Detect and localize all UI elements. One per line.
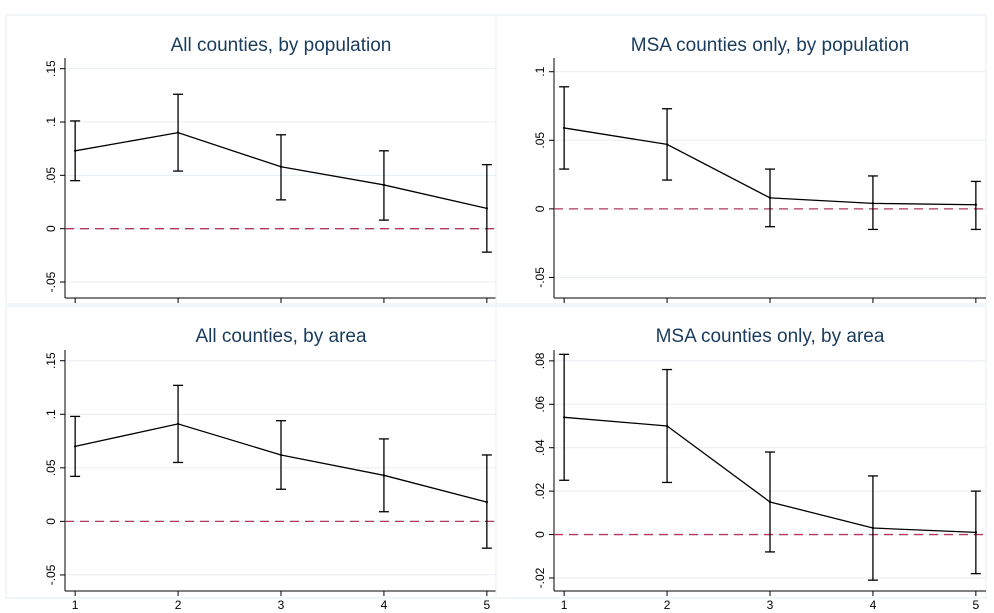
y-tick-label: 0 xyxy=(533,205,547,212)
y-tick-label: .1 xyxy=(533,66,547,76)
y-tick-label: 0 xyxy=(44,518,58,525)
y-tick-label: .1 xyxy=(44,117,58,127)
chart-title: All counties, by area xyxy=(195,326,367,347)
panel-background xyxy=(495,305,987,599)
x-tick-label: 2 xyxy=(175,598,182,612)
data-point xyxy=(768,500,772,504)
y-tick-label: .05 xyxy=(533,132,547,149)
y-tick-label: -.05 xyxy=(44,271,58,292)
data-point xyxy=(176,131,180,134)
chart-title: MSA counties only, by area xyxy=(656,326,885,347)
y-tick-label: .05 xyxy=(44,167,58,184)
data-point xyxy=(871,202,875,205)
data-point xyxy=(279,165,283,168)
data-point xyxy=(485,207,489,210)
chart-panel-4: MSA counties only, by area -.02 0 .02 .04 .06… xyxy=(495,305,987,612)
y-tick-label: .06 xyxy=(533,396,547,413)
data-point xyxy=(768,196,772,200)
x-tick-label: 1 xyxy=(72,598,79,612)
y-tick-label: -.02 xyxy=(533,567,547,588)
data-point xyxy=(562,416,566,419)
y-tick-label: .05 xyxy=(44,459,58,476)
data-point xyxy=(974,203,978,206)
data-point xyxy=(485,500,489,504)
data-point xyxy=(382,183,386,187)
chart-title: MSA counties only, by population xyxy=(631,35,910,56)
x-tick-label: 4 xyxy=(870,598,877,612)
x-tick-label: 3 xyxy=(767,598,774,612)
x-tick-label: 2 xyxy=(664,598,671,612)
data-point xyxy=(665,424,669,428)
data-point xyxy=(871,526,875,530)
panel-background xyxy=(5,305,497,599)
y-tick-label: .1 xyxy=(44,409,58,419)
data-point xyxy=(665,143,669,146)
x-tick-label: 4 xyxy=(381,598,388,612)
x-tick-label: 5 xyxy=(484,598,491,612)
y-tick-label: .02 xyxy=(533,482,547,499)
y-tick-label: 0 xyxy=(533,531,547,538)
data-point xyxy=(382,474,386,477)
chart-panel-1: All counties, by population -.05 0 .05 .1 .15… xyxy=(5,14,497,335)
y-tick-label: -.05 xyxy=(44,564,58,585)
y-tick-label: .08 xyxy=(533,352,547,369)
chart-title: All counties, by population xyxy=(171,35,392,56)
chart-panel-2: MSA counties only, by population -.05 0 .05… xyxy=(495,14,987,335)
y-tick-label: 0 xyxy=(44,225,58,232)
x-tick-label: 3 xyxy=(278,598,285,612)
panel-background xyxy=(495,14,987,305)
panel-background xyxy=(5,14,497,305)
data-point xyxy=(974,531,978,534)
data-point xyxy=(73,149,77,152)
data-point xyxy=(562,126,566,130)
y-tick-label: -.05 xyxy=(533,267,547,288)
y-tick-label: .15 xyxy=(44,60,58,77)
y-tick-label: .04 xyxy=(533,439,547,456)
data-point xyxy=(73,445,77,448)
x-tick-label: 1 xyxy=(561,598,568,612)
chart-panel-3: All counties, by area-.050.05.1.1512345Q… xyxy=(5,305,497,612)
data-point xyxy=(176,422,180,426)
data-point xyxy=(279,453,283,457)
y-tick-label: .15 xyxy=(44,352,58,369)
x-tick-label: 5 xyxy=(973,598,980,612)
